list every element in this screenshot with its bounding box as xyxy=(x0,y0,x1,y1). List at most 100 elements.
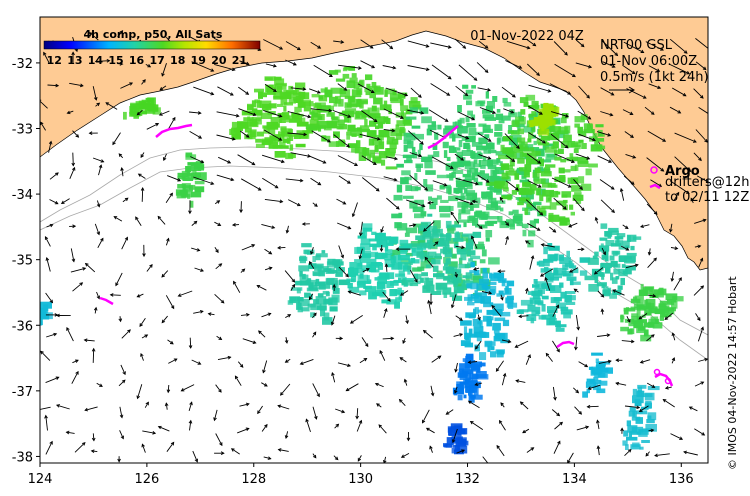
sst-pixel xyxy=(536,205,541,210)
current-arrow xyxy=(594,267,604,275)
current-arrow-head xyxy=(519,401,524,406)
current-arrow xyxy=(553,441,561,454)
sst-pixel xyxy=(377,276,387,284)
sst-pixel xyxy=(421,244,433,248)
current-arrow xyxy=(554,422,563,430)
sst-pixel xyxy=(333,102,338,107)
current-arrow xyxy=(669,180,690,194)
sst-pixel xyxy=(403,265,412,272)
current-arrow xyxy=(527,222,541,231)
current-arrow-head xyxy=(682,92,687,97)
sst-pixel xyxy=(386,136,395,141)
sst-pixel xyxy=(424,257,435,263)
sst-pixel xyxy=(639,326,646,330)
current-arrow-head xyxy=(331,371,335,376)
current-arrow-head xyxy=(330,321,335,326)
current-arrow-head xyxy=(484,69,489,74)
sst-pixel xyxy=(612,289,622,295)
sst-pixel xyxy=(648,306,658,314)
sst-pixel xyxy=(367,86,378,91)
sst-pixel xyxy=(309,119,319,125)
sst-pixel xyxy=(395,124,400,130)
current-arrow-head xyxy=(552,229,557,233)
current-arrow xyxy=(92,157,104,163)
current-arrow-head xyxy=(402,340,406,344)
current-arrow-head xyxy=(700,326,704,331)
sst-pixel xyxy=(437,124,442,130)
sst-pixel xyxy=(410,282,419,287)
sst-pixel xyxy=(427,154,434,159)
sst-pixel xyxy=(335,280,339,288)
current-arrow xyxy=(499,420,506,431)
sst-pixel xyxy=(289,144,294,151)
sst-pixel xyxy=(362,223,373,230)
sst-pixel xyxy=(440,234,452,238)
sst-pixel xyxy=(473,177,479,183)
sst-pixel xyxy=(382,253,388,258)
current-arrow-head xyxy=(210,68,215,72)
sst-pixel xyxy=(536,261,540,266)
sst-pixel xyxy=(465,386,471,391)
current-arrow xyxy=(286,225,289,233)
current-arrow xyxy=(135,216,142,227)
sst-pixel xyxy=(535,306,541,314)
current-arrow xyxy=(121,329,131,339)
sst-pixel xyxy=(188,184,196,190)
current-arrow xyxy=(458,64,477,81)
current-arrow-head xyxy=(500,402,504,406)
current-arrow xyxy=(120,364,126,375)
current-arrow xyxy=(431,156,454,169)
sst-pixel xyxy=(346,134,351,140)
current-arrow xyxy=(338,175,351,184)
sst-pixel xyxy=(362,227,368,236)
current-arrow-head xyxy=(231,67,236,72)
current-arrow xyxy=(573,198,585,211)
current-arrow-head xyxy=(145,401,149,406)
current-arrow xyxy=(191,221,197,226)
current-arrow xyxy=(277,405,290,410)
current-arrow xyxy=(238,108,256,116)
sst-pixel xyxy=(493,303,504,311)
sst-pixel xyxy=(524,208,529,215)
sst-pixel xyxy=(588,284,599,292)
current-arrow-head xyxy=(245,61,250,66)
current-arrow-head xyxy=(49,440,53,445)
current-arrow xyxy=(504,133,520,149)
current-arrow xyxy=(119,430,124,439)
current-arrow xyxy=(640,224,650,228)
current-arrow xyxy=(568,222,578,228)
sst-pixel xyxy=(275,82,287,87)
current-arrow xyxy=(695,61,707,70)
sst-pixel xyxy=(420,261,431,269)
sst-pixel xyxy=(426,284,435,292)
current-arrow xyxy=(120,82,133,89)
sst-pixel xyxy=(431,228,443,237)
sst-pixel xyxy=(548,310,554,317)
sst-pixel xyxy=(517,111,522,118)
current-arrow-head xyxy=(488,291,493,295)
sst-pixel xyxy=(454,233,461,240)
sst-pixel xyxy=(473,387,479,396)
current-arrow xyxy=(40,100,48,109)
sst-pixel xyxy=(351,274,357,282)
sst-pixel xyxy=(381,299,391,304)
sst-pixel xyxy=(560,141,569,148)
sst-pixel xyxy=(505,170,517,176)
colorbar-tick-label: 20 xyxy=(211,54,227,67)
sst-pixel xyxy=(466,144,471,152)
sst-pixel xyxy=(430,291,442,295)
current-arrow xyxy=(378,424,387,434)
sst-pixel xyxy=(412,267,422,272)
current-arrow-head xyxy=(557,440,561,445)
sst-pixel xyxy=(279,119,286,123)
current-arrow-head xyxy=(140,187,145,191)
sst-pixel xyxy=(469,205,474,211)
current-arrow xyxy=(94,223,100,235)
current-arrow-head xyxy=(505,222,510,226)
colorbar-ticks: 12 13 14 15 16 17 18 19 20 21 xyxy=(47,54,247,67)
sst-pixel xyxy=(316,253,328,258)
current-arrow-head xyxy=(569,269,573,273)
sst-pixel xyxy=(364,286,377,292)
current-arrow xyxy=(346,383,359,392)
current-arrow xyxy=(233,281,241,293)
